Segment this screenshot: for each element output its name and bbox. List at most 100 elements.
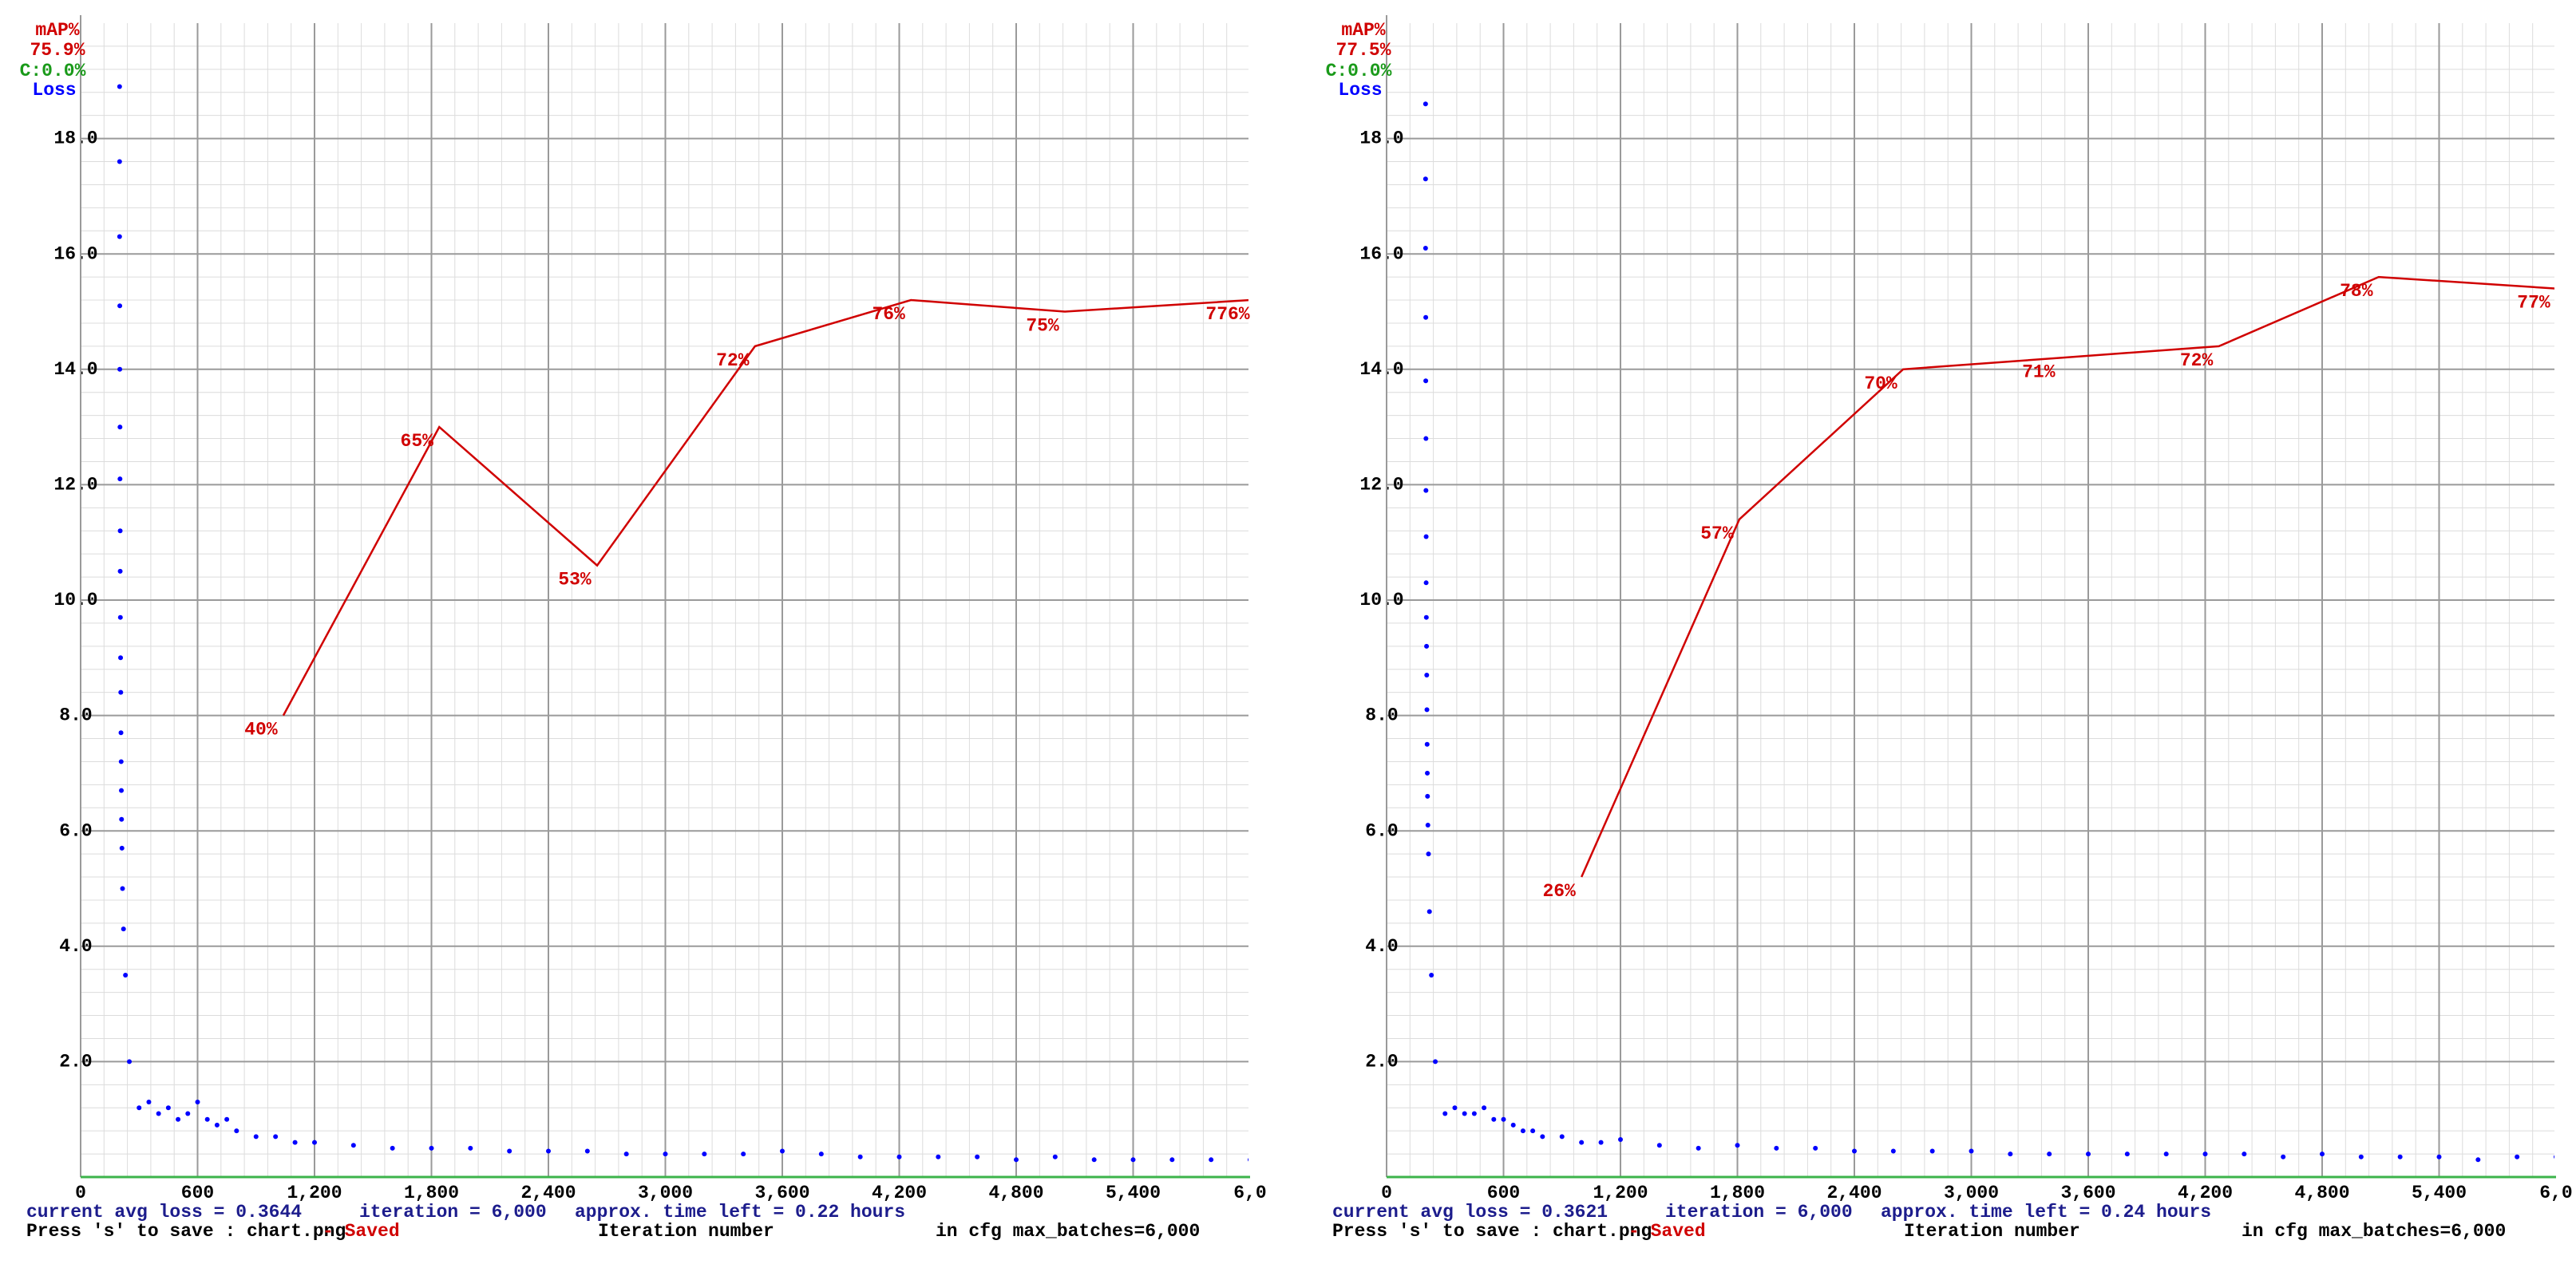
loss-point (119, 816, 125, 822)
loss-point (468, 1145, 473, 1151)
footer-stat: current avg loss = 0.3644 (26, 1202, 302, 1223)
loss-point (1091, 1157, 1097, 1163)
loss-point (818, 1151, 824, 1157)
loss-point (1540, 1134, 1545, 1140)
loss-point (120, 886, 125, 891)
loss-point (123, 972, 129, 978)
save-hint: Press 's' to save : chart.png (26, 1221, 346, 1242)
loss-point (1442, 1111, 1448, 1116)
loss-point (119, 788, 125, 793)
y-tick-label: 14.0 (53, 359, 97, 380)
loss-point (1423, 436, 1429, 441)
loss-point (975, 1154, 980, 1159)
footer-stat: iteration = 6,000 (1665, 1202, 1853, 1223)
loss-point (2397, 1154, 2403, 1159)
x-tick-label: 600 (1487, 1183, 1520, 1203)
y-tick-label: 4.0 (1365, 936, 1398, 957)
loss-point (2008, 1151, 2013, 1157)
map-value-label: 70% (1864, 373, 1897, 394)
loss-point (1462, 1111, 1467, 1116)
loss-point (1423, 580, 1429, 586)
map-value-label: 26% (1542, 881, 1576, 902)
loss-point (224, 1116, 230, 1122)
loss-point (1014, 1157, 1019, 1163)
loss-point (1423, 245, 1428, 251)
map-value-label: 72% (2180, 350, 2214, 371)
class-accuracy: C:0.0% (20, 61, 86, 81)
loss-point (896, 1154, 902, 1159)
loss-point (312, 1140, 317, 1145)
loss-point (292, 1140, 298, 1145)
loss-point (1969, 1148, 1974, 1154)
loss-point (118, 655, 124, 661)
y-tick-label: 12.0 (1359, 474, 1403, 495)
loss-point (1501, 1116, 1506, 1122)
loss-point (117, 366, 123, 372)
loss-point (1735, 1143, 1740, 1148)
footer-stat: approx. time left = 0.22 hours (575, 1202, 905, 1223)
loss-point (429, 1145, 434, 1151)
loss-point (1425, 770, 1430, 776)
loss-point (623, 1151, 629, 1157)
x-axis-label: Iteration number (1904, 1221, 2080, 1242)
loss-point (204, 1116, 210, 1122)
map-value-label: 65% (401, 431, 434, 452)
map-value-label: 72% (716, 350, 750, 371)
y-tick-label: 2.0 (1365, 1051, 1398, 1072)
save-status: - Saved (1628, 1221, 1706, 1242)
loss-point (2358, 1154, 2364, 1159)
x-tick-label: 1,200 (287, 1183, 342, 1203)
loss-point (185, 1111, 191, 1116)
loss-point (546, 1148, 551, 1154)
loss-point (1559, 1134, 1565, 1140)
loss-point (119, 845, 125, 851)
loss-point (117, 425, 123, 430)
chart-panel: 0 600 1,200 1,800 2,400 3,000 3,600 4,200 4,800 5… (20, 15, 1267, 1242)
loss-point (195, 1100, 200, 1105)
x-tick-label: 1,800 (1710, 1183, 1765, 1203)
loss-point (2086, 1151, 2091, 1157)
loss-point (2475, 1157, 2481, 1163)
legend-loss: Loss (32, 80, 76, 101)
map-value-label: 57% (1700, 523, 1734, 544)
loss-point (2163, 1151, 2169, 1157)
loss-point (117, 84, 122, 89)
y-tick-label: 4.0 (59, 936, 92, 957)
y-tick-label: 8.0 (59, 705, 92, 726)
x-tick-label: 3,000 (638, 1183, 693, 1203)
loss-point (1491, 1116, 1497, 1122)
loss-point (1813, 1145, 1818, 1151)
loss-point (1130, 1157, 1136, 1163)
current-map: 75.9% (30, 40, 85, 61)
loss-point (1424, 741, 1430, 747)
footer-stat: approx. time left = 0.24 hours (1881, 1202, 2211, 1223)
loss-point (1425, 793, 1430, 799)
loss-point (1696, 1145, 1701, 1151)
x-tick-label: 1,200 (1593, 1183, 1648, 1203)
loss-point (146, 1100, 152, 1105)
y-tick-label: 8.0 (1365, 705, 1398, 726)
map-line (1581, 275, 2554, 878)
loss-point (1423, 314, 1429, 320)
y-tick-label: 6.0 (59, 820, 92, 841)
x-tick-label: 5,400 (2412, 1183, 2467, 1203)
loss-point (1471, 1111, 1477, 1116)
loss-point (1424, 672, 1430, 677)
y-tick-label: 16.0 (1359, 243, 1403, 264)
loss-point (117, 528, 123, 534)
loss-point (2320, 1151, 2325, 1157)
loss-point (936, 1154, 941, 1159)
loss-point (214, 1122, 220, 1128)
loss-point (1423, 534, 1429, 539)
loss-point (117, 568, 123, 574)
loss-point (1424, 707, 1430, 713)
y-tick-label: 16.0 (53, 243, 97, 264)
loss-point (1618, 1137, 1623, 1143)
x-tick-label: 3,600 (2060, 1183, 2115, 1203)
x-tick-label: 3,000 (1944, 1183, 1999, 1203)
loss-point (1169, 1157, 1175, 1163)
loss-point (1052, 1154, 1058, 1159)
y-tick-label: 10.0 (1359, 590, 1403, 610)
legend-loss: Loss (1338, 80, 1382, 101)
loss-point (1424, 643, 1430, 649)
